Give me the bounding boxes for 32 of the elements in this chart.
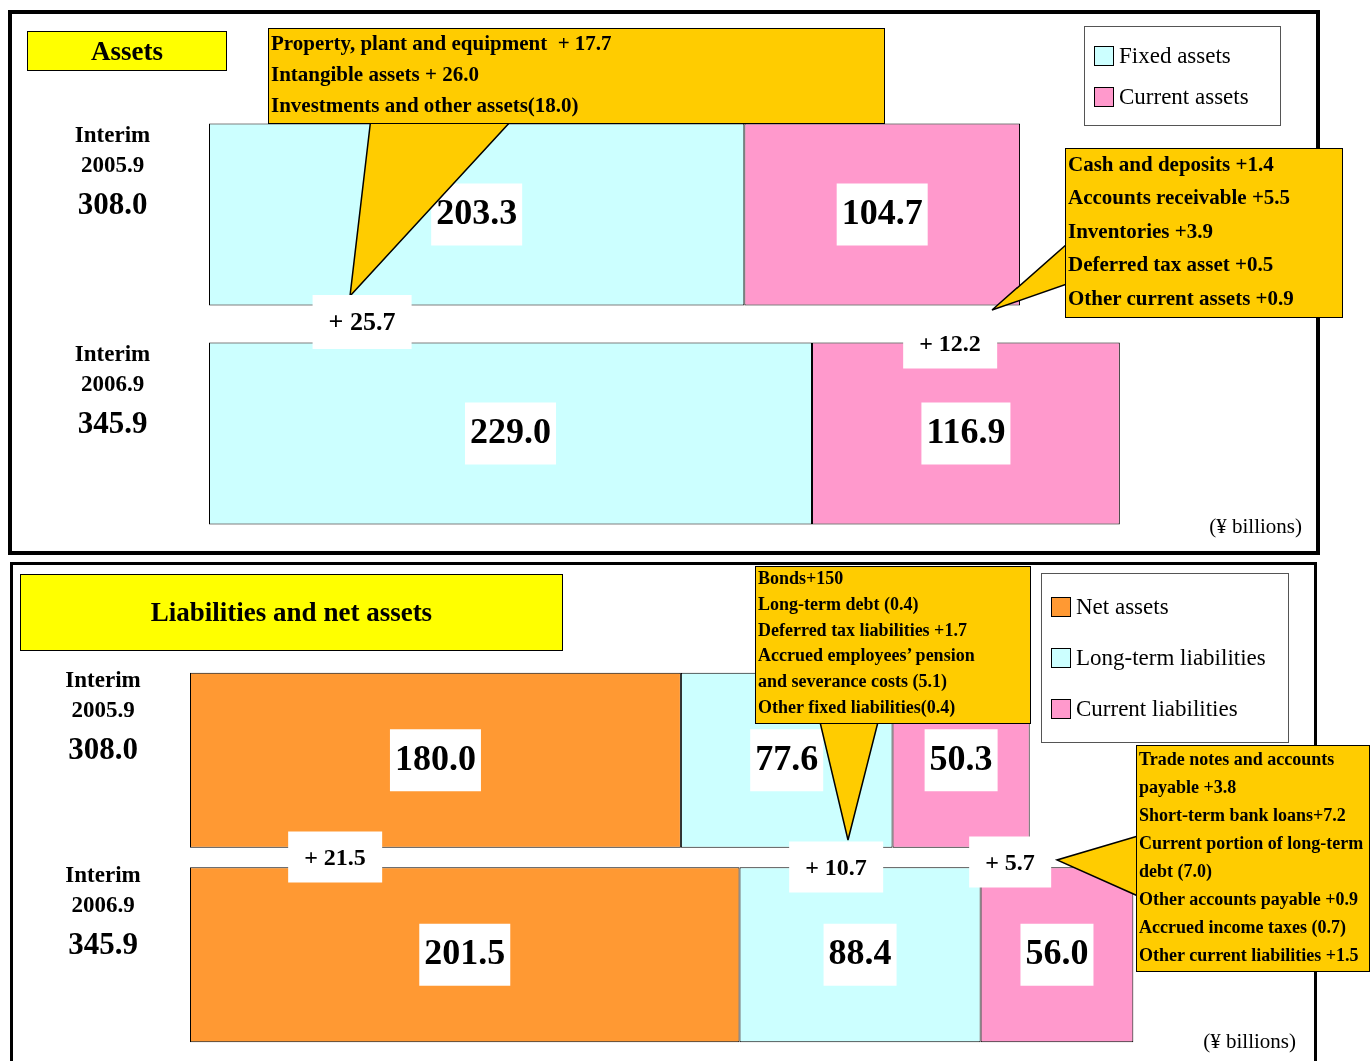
- data-label: 203.3: [436, 191, 518, 232]
- total-label: 345.9: [67, 924, 139, 963]
- legend-label: Fixed assets: [1119, 42, 1231, 69]
- y-tick-label: Interim 2006.9: [74, 339, 151, 398]
- annotation: + 25.7: [312, 295, 412, 349]
- annotation: + 21.5: [288, 831, 382, 883]
- legend-label: Long-term liabilities: [1076, 644, 1266, 671]
- text: (¥ billions): [1203, 1028, 1296, 1054]
- data-label: 56.0: [1025, 932, 1089, 973]
- y-tick-label: Interim 2005.9: [74, 120, 151, 179]
- data-label: 77.6: [755, 737, 819, 778]
- text: (¥ billions): [1209, 513, 1302, 539]
- annotation: + 5.7: [969, 836, 1051, 888]
- data-label: 116.9: [926, 410, 1006, 451]
- legend-label: Current liabilities: [1076, 695, 1238, 722]
- total-label: 308.0: [67, 730, 139, 769]
- data-label: 229.0: [470, 410, 551, 451]
- legend-label: Current assets: [1119, 83, 1249, 110]
- data-label: 104.7: [841, 191, 923, 232]
- y-tick-label: Interim 2005.9: [65, 666, 141, 725]
- annotation: + 10.7: [789, 841, 883, 893]
- data-label: 88.4: [828, 932, 892, 973]
- data-label: 180.0: [394, 737, 476, 778]
- data-label: 50.3: [929, 737, 993, 778]
- chart-title: Liabilities and net assets: [20, 574, 563, 651]
- y-tick-label: Interim 2006.9: [65, 860, 141, 919]
- chart-title: Assets: [27, 31, 227, 71]
- total-label: 308.0: [76, 184, 149, 223]
- total-label: 345.9: [76, 403, 149, 442]
- legend-label: Net assets: [1076, 594, 1169, 621]
- data-label: 201.5: [424, 932, 506, 973]
- annotation: + 12.2: [903, 317, 997, 369]
